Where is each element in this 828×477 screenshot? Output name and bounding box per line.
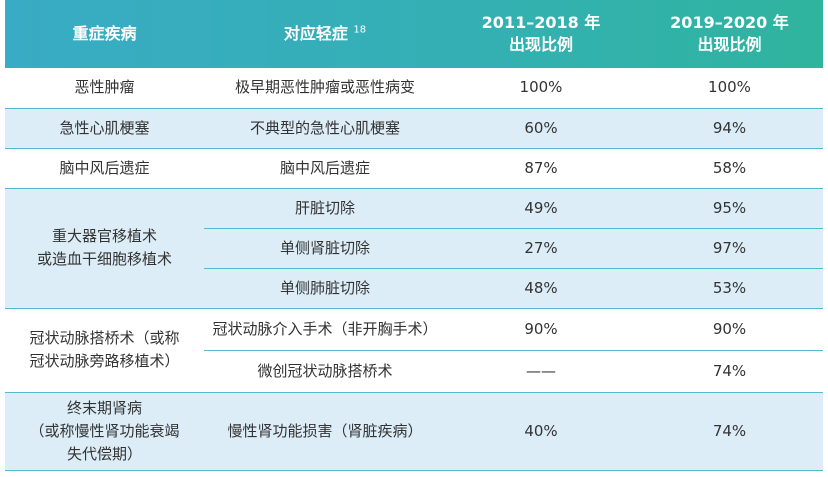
mild-cell: 肝脏切除 <box>204 188 446 229</box>
mild-cell: 脑中风后遗症 <box>204 148 446 189</box>
table-header: 重症疾病 对应轻症 18 2011–2018 年 出现比例 2019–2020 … <box>5 0 823 68</box>
table-row: 重大器官移植术 或造血干细胞移植术 肝脏切除 49% 95% <box>5 188 823 309</box>
footnote-ref: 18 <box>353 24 367 36</box>
ratio-2011-2018-cell: 60% <box>446 108 636 149</box>
mild-cell: 单侧肾脏切除 <box>204 228 446 269</box>
critical-illness-table: 重症疾病 对应轻症 18 2011–2018 年 出现比例 2019–2020 … <box>5 0 823 471</box>
ratio-2019-2020-cell: 97% <box>636 228 823 269</box>
ratio-2019-2020-cell: 100% <box>636 68 823 109</box>
ratio-2019-2020-cell: 53% <box>636 268 823 309</box>
ratio-2019-2020-cell: 74% <box>636 350 823 393</box>
mild-cell: 极早期恶性肿瘤或恶性病变 <box>204 68 446 109</box>
mild-cell: 冠状动脉介入手术（非开胸手术） <box>204 308 446 351</box>
table-row: 急性心肌梗塞 不典型的急性心肌梗塞 60% 94% <box>5 108 823 149</box>
disease-cell: 急性心肌梗塞 <box>5 108 204 149</box>
disease-cell: 重大器官移植术 或造血干细胞移植术 <box>5 188 204 309</box>
ratio-2011-2018-cell: 40% <box>446 392 636 471</box>
ratio-2011-2018-cell: —— <box>446 350 636 393</box>
ratio-2011-2018-cell: 27% <box>446 228 636 269</box>
ratio-2011-2018-cell: 90% <box>446 308 636 351</box>
mild-cell: 微创冠状动脉搭桥术 <box>204 350 446 393</box>
header-ratio-2011-2018: 2011–2018 年 出现比例 <box>481 13 601 54</box>
mild-cell: 不典型的急性心肌梗塞 <box>204 108 446 149</box>
ratio-2019-2020-cell: 58% <box>636 148 823 189</box>
header-critical-illness: 重症疾病 <box>72 24 137 43</box>
ratio-2011-2018-cell: 49% <box>446 188 636 229</box>
mild-cell: 慢性肾功能损害（肾脏疾病） <box>204 392 446 471</box>
disease-cell: 恶性肿瘤 <box>5 68 204 109</box>
table-row: 脑中风后遗症 脑中风后遗症 87% 58% <box>5 148 823 189</box>
ratio-2011-2018-cell: 100% <box>446 68 636 109</box>
header-row: 重症疾病 对应轻症 18 2011–2018 年 出现比例 2019–2020 … <box>5 0 823 68</box>
ratio-2011-2018-cell: 87% <box>446 148 636 189</box>
disease-cell: 终末期肾病 （或称慢性肾功能衰竭 失代偿期） <box>5 392 204 471</box>
table-row: 单侧肺脏切除 48% 53% <box>5 268 823 309</box>
header-ratio-2019-2020: 2019–2020 年 出现比例 <box>670 13 789 54</box>
disease-cell: 冠状动脉搭桥术（或称 冠状动脉旁路移植术） <box>5 308 204 393</box>
table-row: 终末期肾病 （或称慢性肾功能衰竭 失代偿期） 慢性肾功能损害（肾脏疾病） 40%… <box>5 392 823 471</box>
ratio-2019-2020-cell: 94% <box>636 108 823 149</box>
header-mild-illness: 对应轻症 18 <box>283 24 367 43</box>
ratio-2011-2018-cell: 48% <box>446 268 636 309</box>
ratio-2019-2020-cell: 74% <box>636 392 823 471</box>
mild-cell: 单侧肺脏切除 <box>204 268 446 309</box>
table-row: 微创冠状动脉搭桥术 —— 74% <box>5 350 823 393</box>
table-row: 冠状动脉搭桥术（或称 冠状动脉旁路移植术） 冠状动脉介入手术（非开胸手术） 90… <box>5 308 823 393</box>
ratio-2019-2020-cell: 95% <box>636 188 823 229</box>
disease-cell: 脑中风后遗症 <box>5 148 204 189</box>
table-row: 单侧肾脏切除 27% 97% <box>5 228 823 269</box>
table-row: 恶性肿瘤 极早期恶性肿瘤或恶性病变 100% 100% <box>5 68 823 109</box>
ratio-2019-2020-cell: 90% <box>636 308 823 351</box>
